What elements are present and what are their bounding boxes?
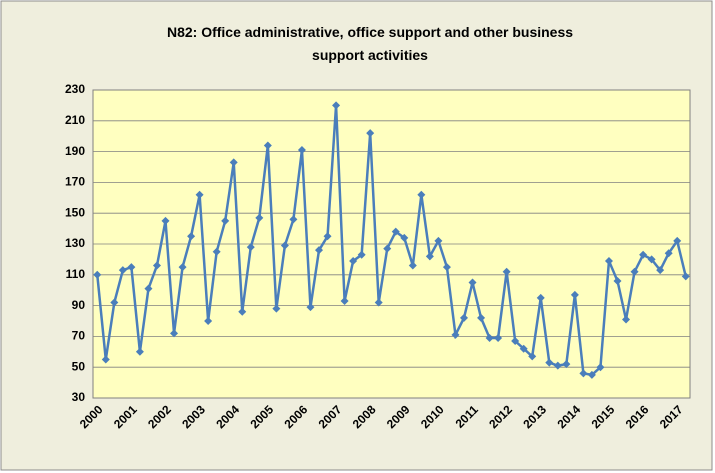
point-marker: [451, 330, 460, 339]
y-tick-label: 130: [65, 236, 85, 250]
point-marker: [468, 278, 477, 287]
point-marker: [110, 298, 119, 307]
point-marker: [152, 261, 161, 270]
point-marker: [229, 158, 238, 167]
point-marker: [315, 246, 324, 255]
point-marker: [630, 267, 639, 276]
point-marker: [340, 296, 349, 305]
point-marker: [161, 216, 170, 225]
point-marker: [673, 236, 682, 245]
y-tick-label: 190: [65, 144, 85, 158]
point-marker: [459, 313, 468, 322]
point-marker: [349, 256, 358, 265]
point-marker: [664, 249, 673, 258]
point-marker: [170, 329, 179, 338]
point-marker: [400, 233, 409, 242]
y-tick-label: 30: [72, 390, 86, 404]
point-marker: [579, 369, 588, 378]
point-marker: [562, 360, 571, 369]
series-line: [96, 105, 687, 377]
point-marker: [238, 307, 247, 316]
point-marker: [502, 267, 511, 276]
point-marker: [613, 276, 622, 285]
point-marker: [246, 243, 255, 252]
point-marker: [536, 293, 545, 302]
point-marker: [357, 250, 366, 259]
point-marker: [485, 333, 494, 342]
point-marker: [425, 252, 434, 261]
point-marker: [280, 241, 289, 250]
point-marker: [383, 244, 392, 253]
point-marker: [417, 190, 426, 199]
point-marker: [408, 261, 417, 270]
point-marker: [332, 101, 341, 110]
point-marker: [221, 216, 230, 225]
point-marker: [434, 236, 443, 245]
y-tick-label: 150: [65, 205, 85, 219]
point-marker: [681, 272, 690, 281]
point-marker: [127, 263, 136, 272]
point-marker: [195, 190, 204, 199]
point-marker: [212, 247, 221, 256]
point-marker: [570, 290, 579, 299]
point-marker: [553, 361, 562, 370]
point-marker: [118, 266, 127, 275]
y-tick-label: 170: [65, 175, 85, 189]
y-tick-label: 90: [72, 298, 86, 312]
point-marker: [255, 213, 264, 222]
point-marker: [639, 250, 648, 259]
point-marker: [366, 129, 375, 138]
point-marker: [263, 141, 272, 150]
y-tick-label: 210: [65, 113, 85, 127]
point-marker: [135, 347, 144, 356]
point-marker: [289, 215, 298, 224]
point-marker: [374, 298, 383, 307]
point-marker: [604, 256, 613, 265]
point-marker: [494, 333, 503, 342]
point-marker: [204, 317, 213, 325]
point-marker: [144, 284, 153, 293]
point-marker: [596, 363, 605, 372]
y-tick-label: 70: [72, 329, 86, 343]
y-tick-label: 230: [65, 82, 85, 96]
chart-title: N82: Office administrative, office suppo…: [167, 24, 573, 63]
point-marker: [622, 315, 631, 324]
point-marker: [93, 270, 102, 279]
point-marker: [647, 255, 656, 264]
point-marker: [306, 303, 315, 312]
point-marker: [187, 232, 196, 241]
point-marker: [519, 344, 528, 353]
point-marker: [656, 266, 665, 275]
y-tick-label: 110: [66, 267, 86, 281]
point-marker: [178, 263, 187, 272]
point-marker: [442, 263, 451, 272]
point-marker: [587, 370, 596, 379]
point-marker: [272, 304, 281, 313]
point-marker: [297, 146, 306, 155]
point-marker: [528, 352, 537, 361]
point-marker: [323, 232, 332, 241]
point-marker: [545, 358, 554, 367]
y-tick-label: 50: [72, 359, 86, 373]
point-marker: [101, 355, 110, 364]
point-marker: [477, 313, 486, 322]
point-marker: [391, 227, 400, 236]
point-marker: [511, 337, 520, 346]
